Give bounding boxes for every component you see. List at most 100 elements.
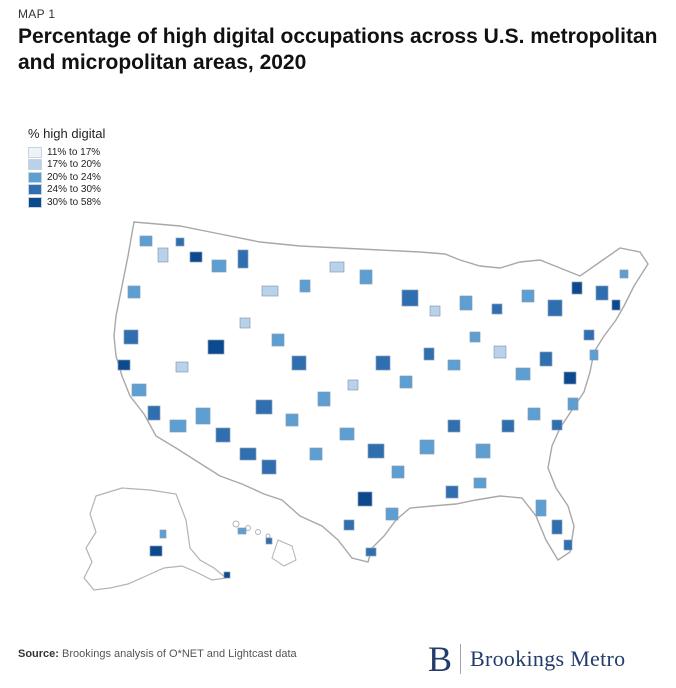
- legend-title: % high digital: [28, 126, 106, 141]
- metro-region-30: [207, 339, 225, 355]
- metro-region-50: [339, 427, 355, 441]
- metro-region-61: [385, 507, 399, 521]
- legend-swatch-0: [28, 146, 42, 158]
- legend-swatch-2: [28, 171, 42, 183]
- metro-region-42: [447, 359, 461, 371]
- metro-region-23: [131, 383, 147, 397]
- metro-region-10: [401, 289, 419, 307]
- legend-row-0: 11% to 17%: [28, 146, 105, 159]
- metro-region-66: [563, 539, 573, 551]
- metro-region-63: [365, 547, 377, 557]
- metro-region-69: [309, 447, 323, 461]
- metro-region-35: [255, 399, 273, 415]
- metro-region-45: [515, 367, 531, 381]
- brand-mark: B: [428, 639, 453, 679]
- legend-row-1: 17% to 20%: [28, 159, 105, 172]
- metro-region-39: [375, 355, 391, 371]
- metro-region-67: [473, 477, 487, 489]
- metro-region-65: [551, 519, 563, 535]
- brand-name: Brookings Metro: [470, 646, 626, 671]
- metro-region-47: [563, 371, 577, 385]
- legend-row-2: 20% to 24%: [28, 171, 105, 184]
- alaska-outline: [83, 487, 228, 591]
- metro-region-60: [357, 491, 373, 507]
- legend-label-0: 11% to 17%: [47, 146, 101, 158]
- metro-region-0: [139, 235, 153, 247]
- metro-region-17: [595, 285, 609, 301]
- legend-row-3: 24% to 30%: [28, 184, 105, 197]
- legend-swatch-3: [28, 184, 42, 196]
- metro-region-53: [419, 439, 435, 455]
- legend-label-4: 30% to 58%: [47, 196, 101, 208]
- metro-region-52: [391, 465, 405, 479]
- hawaii-islands: [232, 520, 297, 567]
- metro-region-44: [493, 345, 507, 359]
- metro-region-8: [329, 261, 345, 273]
- metro-region-43: [469, 331, 481, 343]
- metro-region-48: [583, 329, 595, 341]
- metro-region-68: [445, 485, 459, 499]
- metro-region-64: [535, 499, 547, 517]
- metro-region-49: [589, 349, 599, 361]
- map-kicker: MAP 1: [18, 7, 56, 21]
- metro-region-5: [237, 249, 249, 269]
- metro-region-62: [343, 519, 355, 531]
- metro-region-20: [127, 285, 141, 299]
- metro-region-21: [123, 329, 139, 345]
- metro-region-6: [261, 285, 279, 297]
- metro-region-32: [239, 317, 251, 329]
- metro-region-31: [175, 361, 189, 373]
- metro-region-46: [539, 351, 553, 367]
- metro-region-11: [429, 305, 441, 317]
- metro-region-73: [237, 527, 247, 535]
- metro-region-70: [149, 545, 163, 557]
- metro-region-72: [223, 571, 231, 579]
- metro-region-3: [189, 251, 203, 263]
- metro-region-27: [215, 427, 231, 443]
- brand-logo: B Brookings Metro: [428, 641, 625, 677]
- legend: % high digital 11% to 17% 17% to 20% 20%…: [28, 126, 105, 209]
- metro-region-26: [195, 407, 211, 425]
- metro-region-2: [175, 237, 185, 247]
- metro-region-29: [261, 459, 277, 475]
- metro-region-7: [299, 279, 311, 293]
- metro-region-57: [527, 407, 541, 421]
- metro-region-14: [521, 289, 535, 303]
- source-label: Source:: [18, 648, 59, 660]
- legend-swatch-4: [28, 196, 42, 208]
- metro-region-71: [159, 529, 167, 539]
- source-text: Brookings analysis of O*NET and Lightcas…: [62, 648, 297, 660]
- metro-region-55: [475, 443, 491, 459]
- metro-region-59: [567, 397, 579, 411]
- legend-row-4: 30% to 58%: [28, 196, 105, 209]
- metro-region-51: [367, 443, 385, 459]
- metro-region-41: [423, 347, 435, 361]
- metro-region-16: [571, 281, 583, 295]
- metro-region-15: [547, 299, 563, 317]
- metro-region-34: [291, 355, 307, 371]
- metro-region-36: [285, 413, 299, 427]
- metro-region-40: [399, 375, 413, 389]
- metro-region-54: [447, 419, 461, 433]
- metro-region-9: [359, 269, 373, 285]
- source-note: Source: Brookings analysis of O*NET and …: [18, 648, 297, 660]
- metro-region-24: [147, 405, 161, 421]
- metro-region-13: [491, 303, 503, 315]
- legend-label-1: 17% to 20%: [47, 159, 101, 171]
- contiguous-us-outline: [113, 221, 649, 563]
- metro-region-28: [239, 447, 257, 461]
- metro-region-37: [317, 391, 331, 407]
- legend-swatch-1: [28, 159, 42, 171]
- legend-label-2: 20% to 24%: [47, 171, 101, 183]
- metro-region-1: [157, 247, 169, 263]
- metro-region-56: [501, 419, 515, 433]
- metro-region-58: [551, 419, 563, 431]
- metro-region-22: [117, 359, 131, 371]
- metro-region-74: [265, 537, 273, 545]
- metro-region-25: [169, 419, 187, 433]
- metro-region-18: [611, 299, 621, 311]
- metro-region-38: [347, 379, 359, 391]
- legend-label-3: 24% to 30%: [47, 184, 101, 196]
- map-title: Percentage of high digital occupations a…: [18, 25, 658, 74]
